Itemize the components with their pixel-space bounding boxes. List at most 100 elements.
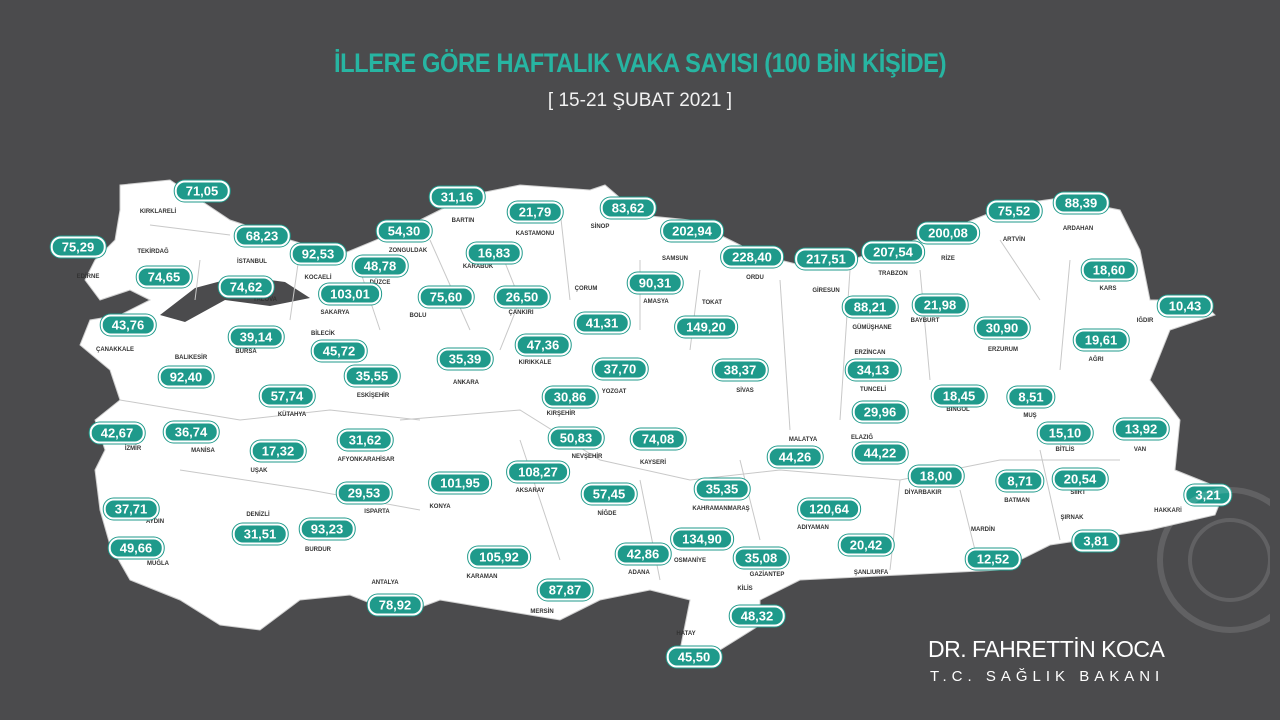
ministry-emblem-watermark [1157, 487, 1270, 633]
province-value-badge: 71,05 [174, 180, 230, 202]
province-value-badge: 45,72 [311, 340, 367, 362]
province-value-badge: 20,42 [838, 534, 894, 556]
signature-role: T.C. SAĞLIK BAKANI [930, 668, 1165, 685]
province-name: BURSA [235, 349, 257, 355]
province-value-badge: 8,51 [1007, 386, 1055, 408]
province-name: TEKİRDAĞ [137, 249, 169, 255]
province-value-badge: 103,01 [319, 283, 381, 305]
province-name: MANİSA [191, 448, 215, 454]
province-name: KIRKLARELİ [139, 209, 177, 215]
province-name: NİĞDE [597, 511, 617, 517]
province-name: ESKİŞEHİR [356, 393, 390, 399]
province-value-badge: 49,66 [108, 537, 164, 559]
province-value-badge: 92,40 [158, 366, 214, 388]
province-name: BURDUR [305, 547, 331, 553]
province-name: YALOVA [252, 297, 278, 303]
province-value-badge: 18,00 [908, 465, 964, 487]
province-value-badge: 15,10 [1037, 422, 1093, 444]
province-name: MUŞ [1023, 413, 1037, 419]
province-name: KASTAMONU [515, 231, 555, 237]
province-value-badge: 12,52 [965, 548, 1021, 570]
province-name: KİLİS [737, 586, 753, 592]
province-value-badge: 45,50 [666, 646, 722, 668]
province-name: ADIYAMAN [797, 525, 829, 531]
province-value-badge: 88,21 [842, 296, 898, 318]
province-value-badge: 30,90 [974, 317, 1030, 339]
map-title: İLLERE GÖRE HAFTALIK VAKA SAYISI (100 Bİ… [333, 48, 947, 78]
province-name: VAN [1133, 447, 1147, 453]
province-name: IĞDIR [1136, 318, 1154, 324]
province-value-badge: 217,51 [795, 248, 857, 270]
province-name: SİİRT [1070, 490, 1086, 496]
province-name: MALATYA [788, 437, 818, 443]
province-name: EDİRNE [76, 274, 100, 280]
province-name: KARABÜK [462, 264, 494, 270]
province-value-badge: 92,53 [290, 243, 346, 265]
province-value-badge: 200,08 [917, 222, 979, 244]
province-name: BİTLİS [1055, 447, 1075, 453]
province-value-badge: 88,39 [1053, 192, 1109, 214]
province-value-badge: 39,14 [228, 326, 284, 348]
province-name: ERZURUM [988, 347, 1018, 353]
province-value-badge: 19,61 [1073, 329, 1129, 351]
province-name: TRABZON [878, 271, 908, 277]
province-name: ÇANAKKALE [96, 347, 134, 353]
province-value-badge: 74,08 [630, 428, 686, 450]
province-name: TUNCELİ [860, 387, 886, 393]
province-value-badge: 37,71 [103, 498, 159, 520]
province-value-badge: 134,90 [671, 528, 733, 550]
province-value-badge: 16,83 [466, 242, 522, 264]
province-value-badge: 13,92 [1113, 418, 1169, 440]
province-value-badge: 10,43 [1157, 295, 1213, 317]
province-name: AKSARAY [515, 488, 545, 494]
province-name: BAYBURT [910, 318, 940, 324]
province-value-badge: 21,98 [912, 294, 968, 316]
province-value-badge: 57,45 [581, 483, 637, 505]
province-name: HAKKARİ [1154, 508, 1182, 514]
province-value-badge: 30,86 [542, 386, 598, 408]
province-value-badge: 74,65 [136, 266, 192, 288]
province-value-badge: 101,95 [429, 472, 491, 494]
province-value-badge: 37,70 [592, 358, 648, 380]
province-name: İSTANBUL [237, 259, 267, 265]
province-name: ISPARTA [364, 509, 390, 515]
province-value-badge: 26,50 [494, 286, 550, 308]
province-value-badge: 202,94 [661, 220, 723, 242]
province-name: ZONGULDAK [388, 248, 428, 254]
province-value-badge: 120,64 [798, 498, 860, 520]
province-value-badge: 34,13 [845, 359, 901, 381]
province-value-badge: 35,55 [344, 365, 400, 387]
province-name: BİLECİK [311, 331, 335, 337]
province-name: OSMANİYE [673, 558, 707, 564]
province-name: BATMAN [1004, 498, 1030, 504]
province-name: ÇORUM [574, 286, 598, 292]
province-name: İZMİR [124, 446, 142, 452]
province-name: AYDIN [145, 519, 165, 525]
province-name: KÜTAHYA [277, 412, 307, 418]
province-value-badge: 38,37 [712, 359, 768, 381]
province-name: DÜZCE [369, 280, 391, 286]
province-name: GÜMÜŞHANE [852, 325, 892, 331]
province-name: GİRESUN [812, 288, 840, 294]
province-value-badge: 8,71 [996, 470, 1044, 492]
province-value-badge: 31,16 [429, 186, 485, 208]
province-value-badge: 50,83 [548, 427, 604, 449]
province-value-badge: 44,22 [852, 442, 908, 464]
province-value-badge: 149,20 [675, 316, 737, 338]
province-value-badge: 41,31 [574, 312, 630, 334]
province-value-badge: 48,78 [352, 255, 408, 277]
province-name: BİNGÖL [946, 407, 970, 413]
province-name: RİZE [941, 256, 955, 262]
province-value-badge: 43,76 [100, 314, 156, 336]
province-name: AMASYA [643, 299, 669, 305]
province-name: ANKARA [453, 380, 479, 386]
province-value-badge: 48,32 [729, 605, 785, 627]
province-name: UŞAK [250, 468, 268, 474]
province-name: MERSİN [530, 609, 554, 615]
province-name: ADANA [628, 570, 650, 576]
province-value-badge: 74,62 [218, 276, 274, 298]
signature-name: DR. FAHRETTİN KOCA [928, 636, 1165, 662]
province-name: AFYONKARAHİSAR [337, 457, 395, 463]
province-name: HATAY [676, 631, 696, 637]
province-name: SİVAS [736, 388, 754, 394]
